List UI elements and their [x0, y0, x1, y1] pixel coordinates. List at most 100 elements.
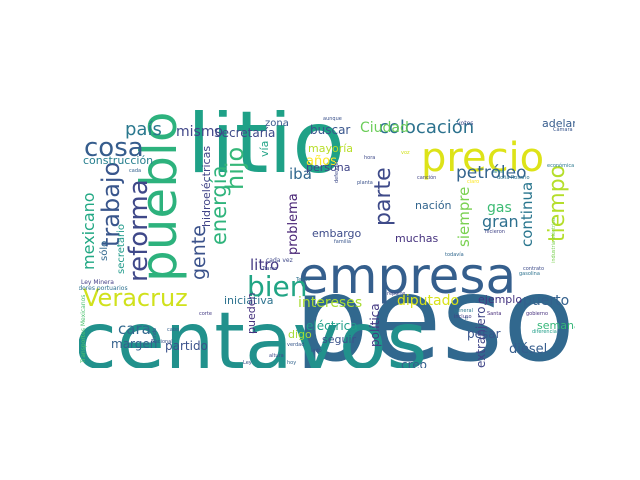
word-17: gente	[188, 225, 210, 280]
word-74: doña Rosario	[497, 175, 530, 181]
word-78: Cámara	[553, 126, 573, 133]
word-cloud: peso centavos litio empresa precio pueblo Vera…	[79, 110, 575, 368]
word-46: cara	[118, 320, 151, 338]
word-23: gas	[487, 200, 512, 216]
word-77: aunque	[323, 116, 342, 122]
word-1: centavos	[79, 297, 427, 368]
word-34: Secretaría	[214, 126, 275, 140]
word-93: hicieron	[485, 229, 505, 235]
word-14: colocación	[379, 117, 474, 138]
word-18: energía	[207, 166, 231, 245]
word-66: cada vez	[266, 257, 293, 264]
word-35: construcción	[83, 154, 153, 167]
word-91: económica	[547, 162, 574, 169]
word-75: canción	[417, 174, 436, 181]
word-73: Santa	[487, 311, 501, 317]
word-39: persona	[306, 161, 350, 174]
word-71: gobierno	[526, 311, 548, 317]
word-97: defender	[334, 159, 340, 183]
word-63: trabajadores portuarios	[79, 285, 128, 292]
word-57: pueden	[245, 293, 258, 334]
word-58: digo	[288, 328, 312, 341]
word-80: Texas	[295, 277, 310, 283]
word-15: petróleo	[456, 163, 527, 183]
word-30: problema	[286, 193, 301, 255]
word-20: parte	[371, 167, 396, 226]
word-29: litro	[250, 256, 279, 274]
word-83: incluso	[454, 314, 472, 320]
word-42: muchas	[395, 232, 438, 245]
word-12: mismo	[176, 124, 223, 140]
word-64: Transportes Mexicanos	[80, 295, 87, 364]
word-76: votos	[457, 120, 473, 127]
word-47: margen	[111, 337, 157, 351]
word-96: diferencia	[532, 329, 557, 335]
word-101: cada	[129, 168, 141, 174]
word-52: pesar	[467, 327, 501, 341]
word-5: pueblo	[130, 112, 188, 282]
word-50: diésel	[509, 342, 547, 357]
word-21: gran	[482, 212, 519, 231]
word-85: verdad	[287, 342, 304, 348]
word-65: Tramo	[261, 266, 277, 272]
word-51: semana	[537, 319, 575, 332]
word-22: continua	[518, 182, 536, 247]
word-84: altura	[269, 353, 284, 359]
word-10: bien	[247, 270, 308, 303]
word-9: cosa	[84, 133, 144, 163]
word-33: buscar	[310, 123, 350, 137]
word-90: industria eléctrica	[550, 218, 557, 263]
word-95: ir	[465, 316, 469, 322]
word-68: planta	[357, 180, 373, 186]
word-49: eléctrica	[306, 319, 358, 333]
word-43: adelante	[542, 117, 575, 130]
word-98: cabo	[167, 327, 179, 333]
word-7: reforma	[124, 179, 154, 282]
word-94: Ley	[243, 360, 252, 366]
word-37: años	[306, 154, 337, 169]
word-25: siempre	[455, 187, 473, 247]
word-92: gasolina	[519, 271, 540, 277]
word-45: ejemplo	[478, 293, 522, 306]
word-70: contrato	[523, 266, 544, 272]
word-60: secretario	[116, 224, 127, 274]
word-8: trabajo	[97, 162, 125, 247]
word-11: país	[125, 119, 162, 140]
word-102: claro	[467, 179, 479, 185]
word-86: hoy	[287, 360, 296, 366]
word-3: empresa	[298, 247, 516, 305]
word-4: precio	[421, 135, 544, 181]
word-13: hijo	[221, 147, 249, 190]
word-31: iba	[289, 165, 312, 183]
word-27: intereses	[298, 295, 362, 311]
word-0: peso	[294, 250, 575, 368]
word-6: Veracruz	[83, 284, 188, 312]
word-61: vía	[258, 141, 271, 157]
word-88: corte	[199, 311, 212, 317]
word-89: Nacional	[151, 339, 173, 345]
word-56: seguir	[322, 333, 357, 346]
word-87: lado	[311, 348, 322, 354]
word-79: hora	[364, 155, 375, 161]
word-36: hidroeléctricas	[200, 146, 213, 227]
word-24: Ciudad	[360, 120, 409, 136]
word-72: área	[493, 168, 504, 175]
word-19: mexicano	[79, 192, 98, 270]
word-99: lindo	[152, 328, 158, 340]
word-62: Ley Minera	[81, 279, 114, 286]
word-67: familia	[334, 239, 351, 245]
word-26: diputado	[397, 293, 459, 309]
word-38: mayoría	[308, 142, 353, 155]
word-53: creo	[401, 358, 427, 368]
word-59: sólo	[98, 241, 110, 261]
word-82: general	[454, 308, 473, 314]
word-54: política	[368, 303, 382, 347]
word-55: extranjero	[474, 306, 488, 368]
word-48: partido	[165, 339, 208, 353]
word-32: zona	[265, 118, 289, 129]
word-28: puerto	[523, 293, 569, 309]
word-16: tiempo	[545, 165, 570, 242]
word-40: nación	[415, 199, 452, 212]
word-81: reporte	[387, 291, 405, 297]
